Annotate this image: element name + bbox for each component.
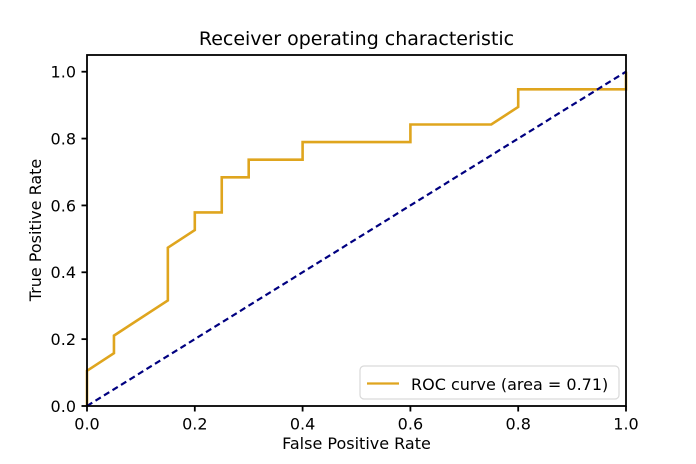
- y-axis-label: True Positive Rate: [26, 158, 45, 302]
- legend-frame: [359, 365, 620, 400]
- axes-spines: [86, 54, 627, 407]
- chart-title: Receiver operating characteristic: [198, 28, 515, 50]
- x-tick-label: 0.6: [398, 415, 423, 434]
- y-tick-label: 0.0: [51, 397, 76, 416]
- x-axis-label: False Positive Rate: [282, 434, 431, 453]
- x-tick-label: 1.0: [613, 415, 638, 434]
- x-tick-label: 0.4: [290, 415, 315, 434]
- x-tick-label: 0.8: [505, 415, 530, 434]
- x-tick-label: 0.0: [74, 415, 99, 434]
- roc-curve-line: [85, 71, 628, 406]
- y-tick-label: 0.2: [51, 330, 76, 349]
- y-tick-label: 0.8: [51, 129, 76, 148]
- x-tick-label: 0.2: [182, 415, 207, 434]
- y-tick-label: 0.4: [51, 263, 76, 282]
- legend-label-roc-curve: ROC curve (area = 0.71): [411, 375, 609, 394]
- chance-diagonal-line: [86, 70, 627, 407]
- y-tick-label: 0.6: [51, 196, 76, 215]
- y-tick-label: 1.0: [51, 63, 76, 82]
